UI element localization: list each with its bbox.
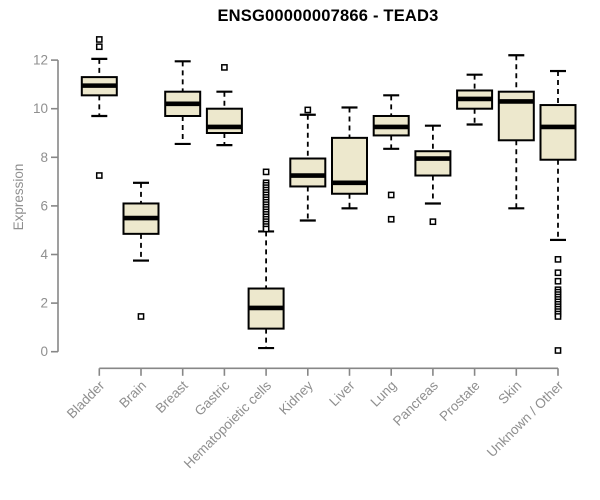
box-liver [331, 136, 368, 195]
x-tick-label-unknown-other: Unknown / Other [484, 377, 567, 460]
x-tick-label-skin: Skin [495, 378, 524, 407]
y-tick-label: 12 [33, 53, 48, 68]
outlier-bladder [95, 43, 103, 51]
box-gastric [205, 107, 243, 134]
outlier-bladder [95, 172, 103, 179]
y-tick-label: 8 [40, 150, 48, 165]
box-skin [497, 90, 535, 142]
outlier-lung [387, 191, 395, 199]
outlier-hematopoietic-cells [262, 225, 270, 233]
x-tick-label-kidney: Kidney [276, 378, 316, 418]
x-tick-label-bladder: Bladder [64, 377, 108, 421]
outlier-unknown-other [554, 313, 562, 320]
x-tick-label-brain: Brain [116, 378, 149, 411]
y-tick-label: 2 [40, 296, 48, 311]
y-tick-label: 0 [40, 344, 48, 359]
outlier-gastric [221, 64, 228, 71]
y-tick-label: 4 [40, 247, 48, 262]
outlier-kidney [304, 106, 312, 114]
y-tick-label: 6 [40, 198, 48, 213]
outlier-unknown-other [554, 277, 562, 285]
y-tick-label: 10 [33, 101, 48, 116]
outlier-brain [137, 313, 145, 320]
outlier-pancreas [429, 218, 437, 226]
box-unknown-other [539, 104, 577, 161]
x-tick-label-breast: Breast [153, 378, 191, 416]
x-tick-label-prostate: Prostate [437, 378, 483, 424]
outlier-unknown-other [554, 256, 562, 263]
x-tick-label-pancreas: Pancreas [390, 378, 441, 429]
outlier-unknown-other [554, 347, 562, 354]
x-tick-label-liver: Liver [326, 377, 358, 409]
outlier-unknown-other [554, 269, 562, 277]
outlier-lung [387, 215, 395, 223]
chart-title: ENSG00000007866 - TEAD3 [217, 7, 439, 25]
outlier-hematopoietic-cells [262, 168, 270, 176]
x-tick-label-gastric: Gastric [192, 378, 233, 419]
outlier-bladder [95, 36, 103, 43]
box-kidney [289, 157, 327, 188]
x-tick-label-lung: Lung [367, 378, 399, 410]
box-pancreas [414, 150, 452, 177]
